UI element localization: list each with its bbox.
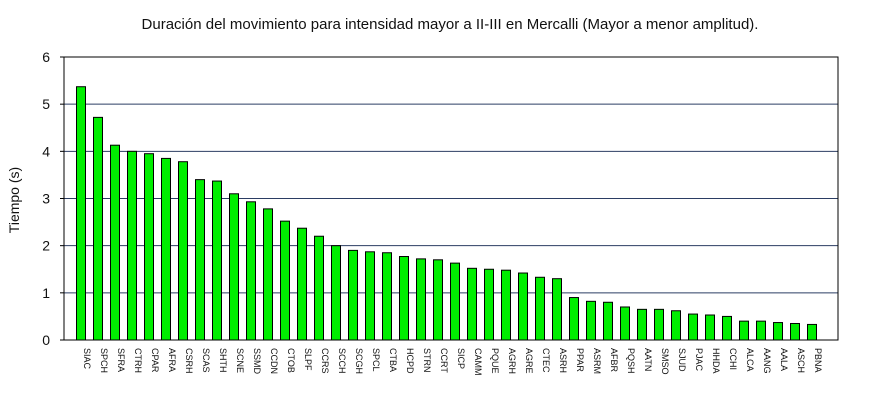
bar-asrh	[552, 278, 562, 341]
x-tick-label-strn: STRN	[422, 348, 432, 373]
x-tick-label-aala: AALA	[779, 348, 789, 371]
x-tick-label-slpf: SLPF	[303, 348, 313, 371]
bar-afra	[161, 157, 171, 341]
bar-agrh	[501, 269, 511, 341]
y-tick-label-1: 1	[42, 285, 50, 301]
y-tick-label-5: 5	[42, 96, 50, 112]
bar-strn	[416, 258, 426, 341]
chart-title: Duración del movimiento para intensidad …	[141, 16, 759, 33]
bar-asch	[790, 322, 800, 341]
bar-cchi	[722, 315, 732, 341]
x-tick-label-ctec: CTEC	[541, 348, 551, 373]
x-tick-label-camm: CAMM	[473, 348, 483, 376]
x-tick-label-ccdn: CCDN	[269, 348, 279, 374]
bar-camm	[467, 267, 477, 341]
bar-cpar	[144, 153, 154, 341]
x-tick-label-smso: SMSO	[660, 348, 670, 375]
x-tick-label-ssmd: SSMD	[252, 348, 262, 375]
x-tick-label-pqsh: PQSH	[626, 348, 636, 374]
bar-csrh	[178, 161, 188, 341]
x-tick-label-ccrt: CCRT	[439, 348, 449, 373]
x-tick-label-asrh: ASRH	[558, 348, 568, 373]
x-tick-label-scas: SCAS	[201, 348, 211, 373]
bar-ctob	[280, 220, 290, 341]
x-tick-label-ctba: CTBA	[388, 348, 398, 372]
bar-spch	[93, 116, 103, 341]
x-tick-label-agre: AGRE	[524, 348, 534, 374]
bar-alca	[739, 320, 749, 341]
x-tick-label-pjac: PJAC	[694, 348, 704, 372]
bar-pjac	[688, 313, 698, 341]
y-tick-label-4: 4	[42, 143, 50, 159]
x-tick-label-csrh: CSRH	[184, 348, 194, 374]
x-tick-label-spcl: SPCL	[371, 348, 381, 372]
bar-ssmd	[246, 201, 256, 341]
x-tick-label-alca: ALCA	[745, 348, 755, 372]
x-tick-label-scne: SCNE	[235, 348, 245, 373]
x-tick-label-asch: ASCH	[796, 348, 806, 373]
x-tick-label-sjud: SJUD	[677, 348, 687, 372]
x-tick-label-pbna: PBNA	[813, 348, 823, 373]
bar-ccdn	[263, 208, 273, 341]
bar-ccrt	[433, 259, 443, 341]
bar-pbna	[807, 323, 817, 341]
x-tick-label-shth: SHTH	[218, 348, 228, 373]
x-tick-label-asrm: ASRM	[592, 348, 602, 374]
bar-scgh	[348, 249, 358, 341]
bar-pqsh	[620, 306, 630, 341]
bar-agre	[518, 272, 528, 341]
bar-scas	[195, 179, 205, 341]
bar-sfra	[110, 144, 120, 341]
bar-shth	[212, 180, 222, 341]
x-tick-label-scgh: SCGH	[354, 348, 364, 374]
bar-aang	[756, 320, 766, 341]
bar-aatn	[637, 308, 647, 341]
x-tick-label-cpar: CPAR	[150, 348, 160, 373]
y-tick-label-3: 3	[42, 191, 50, 207]
x-tick-label-spch: SPCH	[99, 348, 109, 373]
bar-spcl	[365, 251, 375, 341]
x-tick-label-agrh: AGRH	[507, 348, 517, 374]
bar-aala	[773, 322, 783, 341]
bar-hhda	[705, 314, 715, 341]
bar-pque	[484, 268, 494, 341]
x-tick-label-afbr: AFBR	[609, 348, 619, 373]
bar-siac	[76, 86, 86, 341]
bar-asrm	[586, 300, 596, 341]
bar-sjud	[671, 310, 681, 341]
bar-ppar	[569, 297, 579, 341]
y-tick-label-0: 0	[42, 332, 50, 348]
bar-slpf	[297, 227, 307, 341]
x-tick-label-aatn: AATN	[643, 348, 653, 371]
bar-ctba	[382, 252, 392, 341]
x-tick-label-aang: AANG	[762, 348, 772, 374]
x-tick-label-ctob: CTOB	[286, 348, 296, 373]
x-tick-label-ccrs: CCRS	[320, 348, 330, 374]
x-tick-label-siac: SIAC	[82, 348, 92, 370]
x-tick-label-ppar: PPAR	[575, 348, 585, 372]
bar-afbr	[603, 301, 613, 341]
x-tick-label-pque: PQUE	[490, 348, 500, 374]
bar-hcpd	[399, 256, 409, 341]
x-tick-label-hhda: HHDA	[711, 348, 721, 374]
bar-scch	[331, 245, 341, 341]
bar-scne	[229, 193, 239, 341]
x-tick-label-afra: AFRA	[167, 348, 177, 372]
x-tick-label-sfra: SFRA	[116, 348, 126, 372]
x-tick-label-sicp: SICP	[456, 348, 466, 369]
x-tick-label-ctrh: CTRH	[133, 348, 143, 373]
x-tick-label-cchi: CCHI	[728, 348, 738, 370]
bar-ccrs	[314, 235, 324, 341]
y-tick-label-2: 2	[42, 238, 50, 254]
x-tick-label-hcpd: HCPD	[405, 348, 415, 374]
bar-ctec	[535, 276, 545, 341]
x-tick-label-scch: SCCH	[337, 348, 347, 374]
bar-ctrh	[127, 150, 137, 341]
bar-sicp	[450, 262, 460, 341]
y-tick-label-6: 6	[42, 49, 50, 65]
bar-smso	[654, 308, 664, 341]
